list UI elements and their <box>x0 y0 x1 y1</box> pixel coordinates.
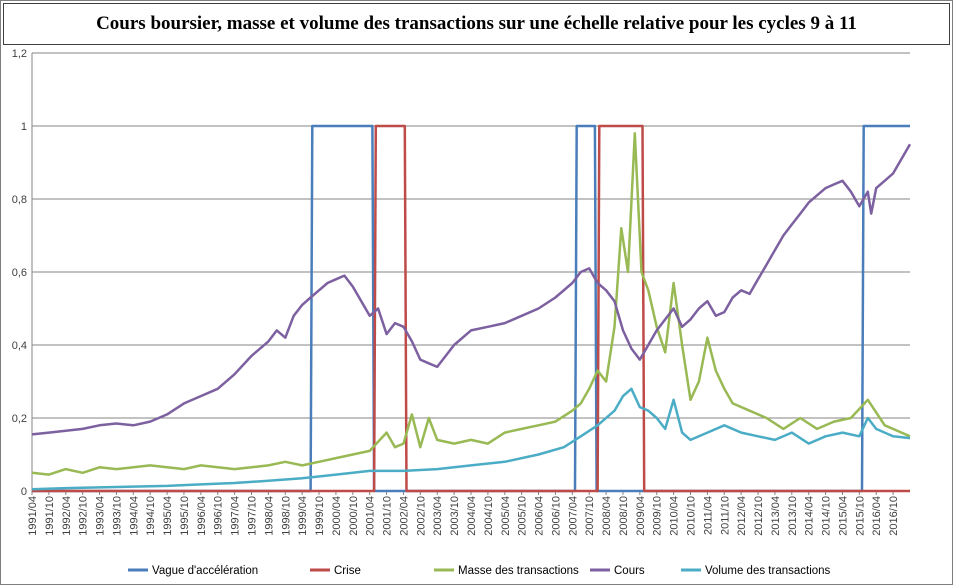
x-tick-label: 1997/10 <box>247 496 259 536</box>
x-tick-label: 1998/04 <box>263 496 275 536</box>
x-tick-label: 2004/10 <box>483 496 495 536</box>
x-tick-label: 2016/04 <box>871 496 883 536</box>
series-lines <box>31 124 912 493</box>
y-tick-label: 0,6 <box>12 267 27 279</box>
x-tick-label: 2003/04 <box>432 496 444 536</box>
x-tick-label: 1993/04 <box>95 496 107 536</box>
legend-label-2: Masse des transactions <box>458 565 579 577</box>
x-tick-label: 2011/10 <box>719 496 731 535</box>
x-tick-label: 2012/04 <box>736 496 748 536</box>
x-tick-label: 2007/10 <box>584 496 596 536</box>
x-tick-label: 2012/10 <box>753 496 765 536</box>
x-tick-label: 2006/04 <box>534 496 546 536</box>
x-tick-label: 1992/10 <box>78 496 90 536</box>
y-axis-ticks: 0 0,2 0,4 0,6 0,8 1 1,2 <box>12 48 27 498</box>
legend-label-1: Crise <box>334 565 361 577</box>
y-tick-label: 0,8 <box>12 194 27 206</box>
x-tick-label: 1995/04 <box>162 496 174 536</box>
x-tick-label: 1993/10 <box>111 496 123 536</box>
x-tick-label: 1999/10 <box>314 496 326 536</box>
x-tick-label: 1999/04 <box>297 496 309 536</box>
y-tick-label: 0,2 <box>12 413 27 425</box>
x-tick-label: 2014/04 <box>804 496 816 536</box>
x-tick-label: 2000/04 <box>331 496 343 536</box>
x-tick-label: 2003/10 <box>449 496 461 536</box>
x-tick-label: 2008/10 <box>618 496 630 536</box>
series-line-3 <box>31 143 912 436</box>
title-box: Cours boursier, masse et volume des tran… <box>3 3 950 45</box>
x-axis-ticks: 1991/04 1991/10 1992/04 1992/10 1993/04 1993/… <box>27 496 900 536</box>
x-tick-label: 2001/04 <box>365 496 377 536</box>
x-tick-label: 1994/10 <box>145 496 157 536</box>
legend-label-0: Vague d'accélération <box>152 565 258 577</box>
series-line-0 <box>32 124 910 493</box>
x-tick-label: 2015/04 <box>837 496 849 536</box>
y-tick-label: 0 <box>21 486 27 498</box>
x-tick-label: 2002/04 <box>398 496 410 536</box>
x-tick-label: 2016/10 <box>888 496 900 536</box>
x-tick-label: 2010/10 <box>686 496 698 536</box>
series-line-4 <box>31 387 911 491</box>
x-tick-label: 2009/04 <box>635 496 647 536</box>
x-tick-label: 1996/04 <box>196 496 208 536</box>
x-tick-label: 2005/10 <box>517 496 529 536</box>
x-tick-label: 2002/10 <box>415 496 427 536</box>
x-tick-label: 1996/10 <box>213 496 225 536</box>
x-tick-label: 2000/10 <box>348 496 360 536</box>
x-tick-label: 2005/04 <box>500 496 512 536</box>
legend: Vague d'accélération Crise Masse des trans… <box>128 565 831 577</box>
x-tick-label: 2013/04 <box>770 496 782 536</box>
x-tick-label: 2010/04 <box>669 496 681 536</box>
x-tick-label: 2009/10 <box>652 496 664 536</box>
x-tick-label: 1991/04 <box>27 496 39 536</box>
y-tick-label: 1,2 <box>12 48 27 60</box>
legend-label-4: Volume des transactions <box>705 565 831 577</box>
series-line-2 <box>31 132 911 476</box>
chart-title: Cours boursier, masse et volume des tran… <box>96 13 857 34</box>
grid-lines <box>31 52 910 495</box>
series-line-1 <box>32 124 910 493</box>
x-tick-label: 1997/04 <box>230 496 242 536</box>
x-tick-label: 2013/10 <box>787 496 799 536</box>
x-tick-label: 1992/04 <box>61 496 73 536</box>
x-tick-label: 1991/10 <box>44 496 56 536</box>
x-tick-label: 1994/04 <box>128 496 140 536</box>
x-tick-label: 2011/04 <box>702 496 714 535</box>
x-tick-label: 2001/10 <box>382 496 394 536</box>
x-tick-label: 2007/04 <box>567 496 579 536</box>
y-tick-label: 1 <box>21 121 27 133</box>
y-tick-label: 0,4 <box>12 340 27 352</box>
x-tick-label: 2008/04 <box>601 496 613 536</box>
x-tick-label: 2006/10 <box>550 496 562 536</box>
x-tick-label: 1998/10 <box>280 496 292 536</box>
x-tick-label: 2014/10 <box>821 496 833 536</box>
x-tick-label: 1995/10 <box>179 496 191 536</box>
x-tick-label: 2004/04 <box>466 496 478 536</box>
x-tick-label: 2015/10 <box>854 496 866 536</box>
legend-label-3: Cours <box>614 565 645 577</box>
